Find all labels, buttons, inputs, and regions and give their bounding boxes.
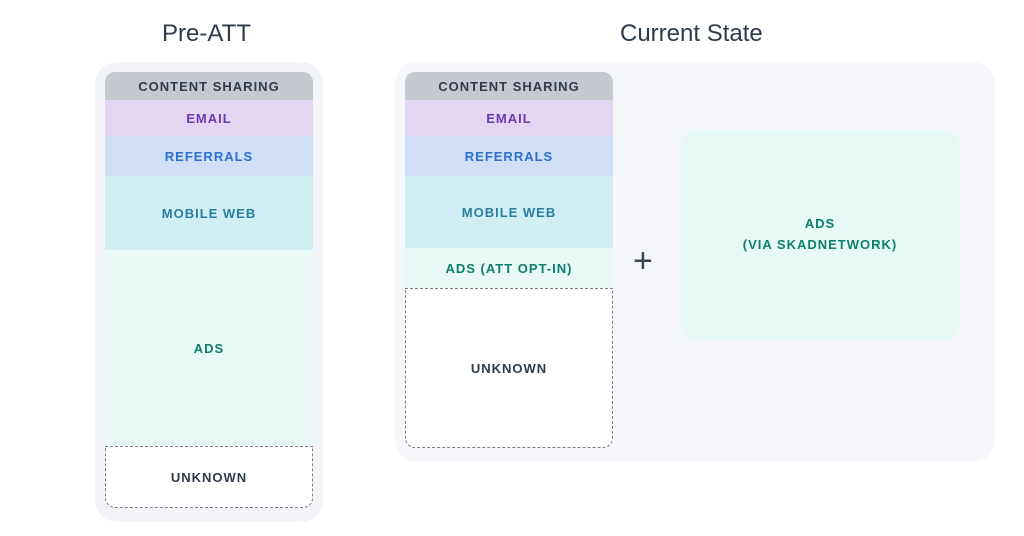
pre-segment-mobile-web: MOBILE WEB [105,176,313,250]
title-current-state: Current State [620,20,763,48]
cur-segment-email: EMAIL [405,100,613,136]
ads-skadnetwork-box: ADS (VIA SKADNETWORK) [680,130,960,340]
cur-unknown-box: UNKNOWN [405,288,613,448]
ads-skad-line2: (VIA SKADNETWORK) [743,237,897,252]
diagram-stage: Pre-ATT Current State CONTENT SHARINGEMA… [0,0,1024,536]
pre-segment-ads: ADS [105,250,313,446]
ads-skadnetwork-label: ADS (VIA SKADNETWORK) [743,214,897,256]
stack-pre-att: CONTENT SHARINGEMAILREFERRALSMOBILE WEBA… [105,72,313,508]
panel-pre-att: CONTENT SHARINGEMAILREFERRALSMOBILE WEBA… [95,62,323,522]
cur-segment-ads-att-opt-in-: ADS (ATT OPT-IN) [405,248,613,288]
plus-icon: + [633,242,653,281]
pre-segment-email: EMAIL [105,100,313,136]
cur-segment-referrals: REFERRALS [405,136,613,176]
pre-unknown-box: UNKNOWN [105,446,313,508]
ads-skad-line1: ADS [805,216,835,231]
panel-current-state: CONTENT SHARINGEMAILREFERRALSMOBILE WEBA… [395,62,995,462]
pre-segment-content-sharing: CONTENT SHARING [105,72,313,100]
cur-segment-content-sharing: CONTENT SHARING [405,72,613,100]
pre-segment-referrals: REFERRALS [105,136,313,176]
title-pre-att: Pre-ATT [162,20,251,48]
cur-segment-mobile-web: MOBILE WEB [405,176,613,248]
stack-current-state: CONTENT SHARINGEMAILREFERRALSMOBILE WEBA… [405,72,613,448]
